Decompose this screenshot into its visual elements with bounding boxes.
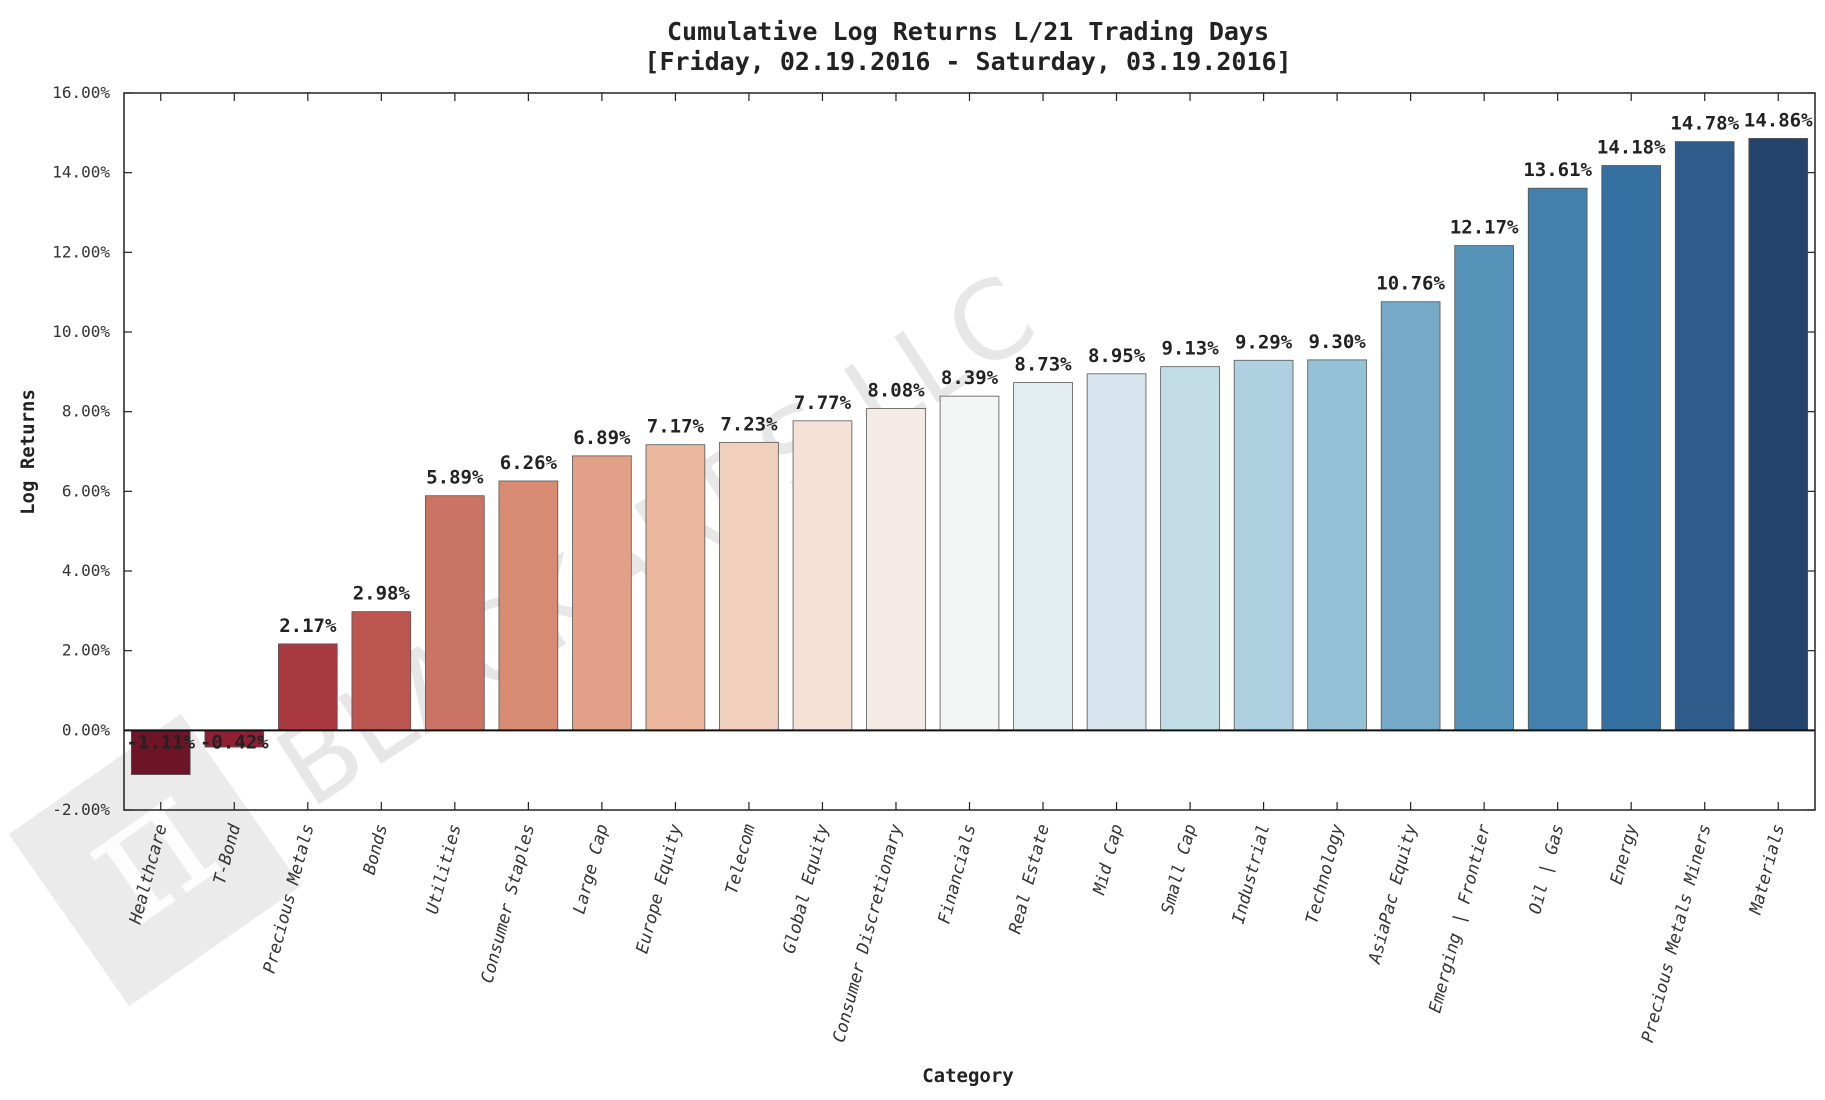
y-tick-label: 2.00%: [62, 641, 111, 660]
category-label: Emerging | Frontier: [1425, 821, 1495, 1015]
category-label: AsiaPac Equity: [1365, 821, 1422, 966]
value-label: 8.95%: [1088, 345, 1146, 367]
bar-industrial: [1233, 359, 1294, 731]
category-label: Bonds: [360, 822, 393, 877]
chart-subtitle: [Friday, 02.19.2016 - Saturday, 03.19.20…: [644, 47, 1291, 76]
value-label: 9.29%: [1235, 331, 1293, 353]
category-label: Telecom: [722, 822, 760, 896]
category-label: Financials: [935, 822, 981, 926]
category-label: Europe Equity: [632, 821, 686, 955]
value-label: 2.98%: [353, 583, 411, 605]
value-label: 8.39%: [941, 367, 999, 389]
y-tick-label: 8.00%: [62, 402, 111, 421]
value-label: 7.17%: [647, 416, 705, 438]
bar-consumer-discretionary: [866, 408, 926, 731]
x-axis-title: Category: [922, 1065, 1014, 1087]
category-label: Real Estate: [1005, 822, 1053, 936]
y-tick-label: 0.00%: [62, 720, 111, 739]
value-label: 7.77%: [794, 392, 852, 414]
value-label: 7.23%: [720, 413, 778, 435]
bar-energy: [1601, 165, 1662, 731]
bar-global-equity: [792, 420, 853, 731]
bar-europe-equity: [645, 444, 706, 731]
category-label: Consumer Discretionary: [829, 821, 907, 1044]
category-label: Technology: [1302, 821, 1348, 926]
value-label: 6.89%: [573, 427, 631, 449]
category-label: Energy: [1607, 821, 1642, 886]
category-label: Industrial: [1229, 822, 1275, 926]
bar-real-estate: [1013, 382, 1073, 731]
watermark-logo-tile: [8, 713, 302, 1007]
category-label: Mid Cap: [1089, 822, 1127, 897]
category-label: Utilities: [423, 822, 466, 916]
value-label: 8.73%: [1014, 354, 1072, 376]
value-label: 9.30%: [1309, 331, 1367, 353]
value-label: 6.26%: [500, 452, 558, 474]
bar-bonds: [351, 611, 412, 731]
bar-precious-metals: [277, 643, 338, 731]
value-label: 9.13%: [1161, 338, 1219, 360]
value-label: 12.17%: [1450, 217, 1519, 239]
category-label: Small Cap: [1158, 822, 1201, 916]
bar-materials: [1748, 138, 1809, 731]
y-axis-title: Log Returns: [17, 389, 39, 515]
category-label: Global Equity: [780, 821, 834, 955]
value-label: 2.17%: [279, 615, 337, 637]
bar-precious-metals-miners: [1674, 141, 1735, 731]
bar-technology: [1307, 359, 1367, 731]
category-label: Oil | Gas: [1525, 822, 1568, 916]
bar-oil-gas: [1527, 187, 1588, 731]
value-label: 14.78%: [1670, 113, 1739, 135]
bar-large-cap: [572, 455, 632, 731]
bar-telecom: [719, 441, 779, 731]
bar-healthcare: [130, 729, 191, 775]
bar-emerging-frontier: [1454, 245, 1514, 731]
value-label: -1.11%: [126, 731, 195, 753]
bar-small-cap: [1160, 366, 1220, 731]
y-tick-label: 10.00%: [52, 322, 110, 341]
bar-mid-cap: [1086, 373, 1147, 731]
bar-consumer-staples: [498, 480, 559, 731]
y-tick-label: 14.00%: [52, 163, 110, 182]
bar-utilities: [425, 495, 485, 731]
bar-financials: [939, 395, 1000, 731]
bar-asiapac-equity: [1380, 301, 1441, 731]
y-tick-label: 12.00%: [52, 242, 110, 261]
value-label: 14.86%: [1744, 109, 1813, 131]
value-label: 5.89%: [426, 467, 484, 489]
category-label: Precious Metals Miners: [1638, 822, 1716, 1045]
category-label: Materials: [1746, 822, 1789, 917]
chart-title: Cumulative Log Returns L/21 Trading Days: [667, 17, 1269, 46]
y-tick-label: 16.00%: [52, 83, 110, 102]
value-label: 14.18%: [1597, 136, 1666, 158]
category-label: Large Cap: [570, 822, 613, 916]
y-tick-label: 4.00%: [62, 561, 111, 580]
y-tick-label: -2.00%: [52, 800, 110, 819]
y-tick-label: 6.00%: [62, 481, 111, 500]
value-label: -0.42%: [200, 731, 269, 753]
plot-area: -2.00% 0.00% 2.00% 4.00% 6.00% 8.00% 10.00% 12.…: [52, 83, 1816, 1045]
value-label: 10.76%: [1376, 273, 1445, 295]
category-label: Consumer Staples: [477, 822, 539, 985]
value-label: 8.08%: [867, 379, 925, 401]
value-label: 13.61%: [1523, 159, 1592, 181]
